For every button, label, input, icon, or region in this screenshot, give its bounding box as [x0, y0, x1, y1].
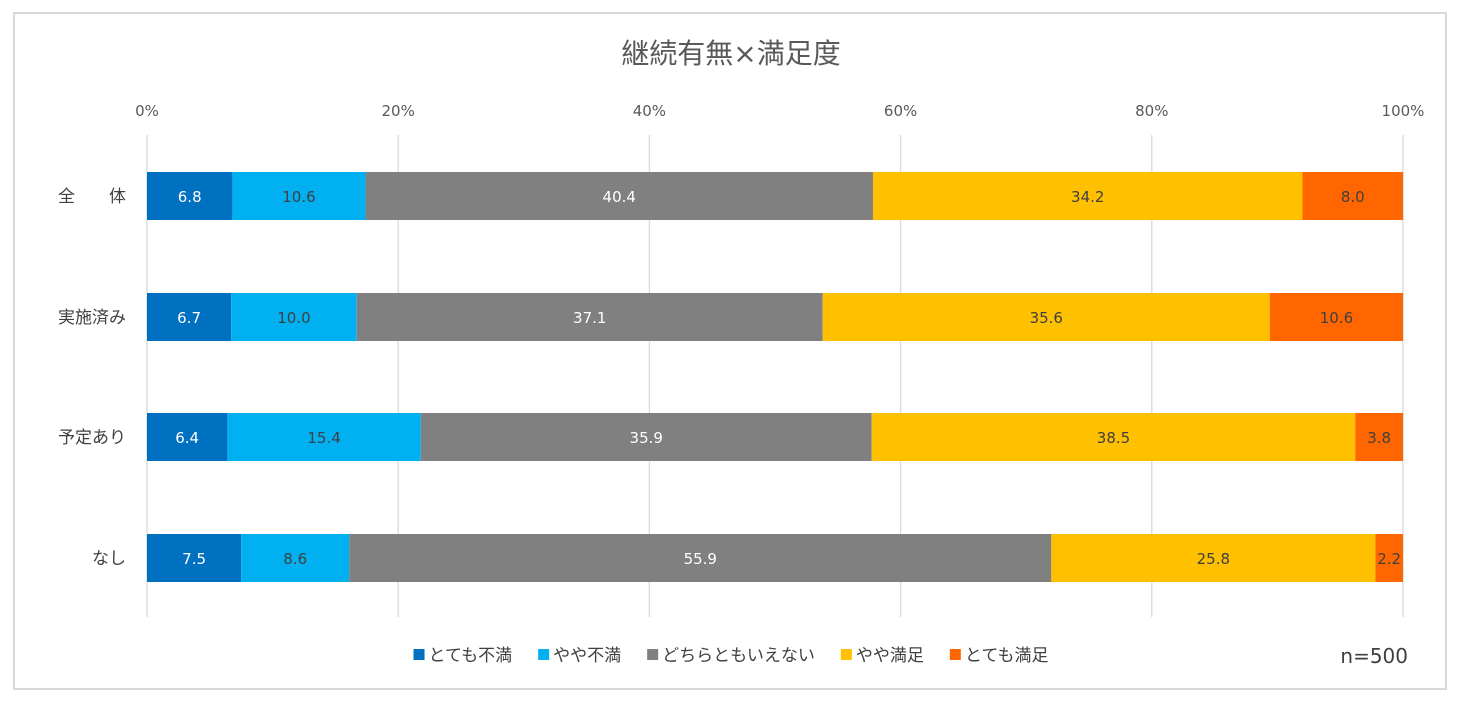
legend-item: とても満足 — [949, 646, 1049, 666]
data-label: 35.9 — [630, 429, 663, 447]
bar-segment — [1302, 172, 1403, 220]
bar-segment — [871, 413, 1356, 461]
x-tick-label: 100% — [1382, 102, 1425, 120]
chart-title: 継続有無×満足度 — [621, 37, 840, 70]
data-label: 6.7 — [177, 309, 201, 327]
data-label: 15.4 — [307, 429, 340, 447]
data-label: 6.8 — [178, 188, 202, 206]
bar-segment — [1269, 293, 1403, 341]
data-label: 10.0 — [277, 309, 310, 327]
legend-label: どちらともいえない — [662, 646, 815, 666]
legend-item: どちらともいえない — [647, 646, 815, 666]
legend-swatch — [840, 649, 852, 660]
data-label: 3.8 — [1367, 429, 1391, 447]
data-label: 2.2 — [1377, 550, 1401, 568]
data-label: 55.9 — [684, 550, 717, 568]
legend-item: とても不満 — [413, 646, 513, 666]
x-tick-label: 40% — [633, 102, 666, 120]
legend-swatch — [413, 649, 425, 660]
data-label: 6.4 — [175, 429, 199, 447]
category-label: なし — [92, 549, 126, 569]
bar-segment — [147, 413, 228, 461]
bar-segment — [822, 293, 1270, 341]
data-label: 8.0 — [1341, 188, 1365, 206]
bar-segment — [349, 534, 1052, 582]
bar-segment — [872, 172, 1303, 220]
bar-segment — [1355, 413, 1403, 461]
bar-segment — [420, 413, 872, 461]
legend-item: やや不満 — [538, 646, 621, 666]
data-label: 7.5 — [182, 550, 206, 568]
legend-swatch — [647, 649, 659, 660]
legend: とても不満 やや不満 どちらともいえない やや満足 とても満足 — [413, 646, 1049, 666]
x-tick-label: 0% — [135, 102, 159, 120]
data-label: 38.5 — [1097, 429, 1130, 447]
bar-segment — [147, 172, 233, 220]
legend-label: やや不満 — [553, 646, 621, 666]
bar-segment — [365, 172, 873, 220]
data-label: 10.6 — [1320, 309, 1353, 327]
x-tick-label: 60% — [884, 102, 917, 120]
legend-label: とても満足 — [965, 646, 1049, 666]
bar-segment — [147, 534, 242, 582]
category-label: 予定あり — [58, 428, 126, 448]
legend-label: やや満足 — [856, 646, 924, 666]
bar-segment — [232, 172, 366, 220]
bar-segment — [1375, 534, 1403, 582]
data-label: 8.6 — [283, 550, 307, 568]
x-axis-ticks: 0% 20% 40% 60% 80% 100% — [135, 102, 1424, 120]
bars — [147, 172, 1403, 582]
category-label: 実施済み — [58, 308, 126, 328]
bar-segment — [241, 534, 350, 582]
data-label: 35.6 — [1030, 309, 1063, 327]
legend-label: とても不満 — [429, 646, 513, 666]
data-label: 10.6 — [282, 188, 315, 206]
bar-segment — [227, 413, 421, 461]
legend-item: やや満足 — [840, 646, 924, 666]
data-labels: 6.8 10.6 40.4 34.2 8.0 6.7 10.0 37.1 35.6 10.6 6.4… — [175, 188, 1401, 568]
bar-segment — [1051, 534, 1376, 582]
bar-segment — [231, 293, 357, 341]
category-label: 全 体 — [58, 187, 126, 207]
data-label: 25.8 — [1197, 550, 1230, 568]
legend-swatch — [538, 649, 550, 660]
data-label: 34.2 — [1071, 188, 1104, 206]
data-label: 40.4 — [603, 188, 636, 206]
x-tick-label: 20% — [382, 102, 415, 120]
data-label: 37.1 — [573, 309, 606, 327]
sample-size-note: n=500 — [1340, 644, 1408, 668]
bar-segment — [147, 293, 232, 341]
legend-swatch — [949, 649, 961, 660]
bar-segment — [356, 293, 823, 341]
x-tick-label: 80% — [1135, 102, 1168, 120]
